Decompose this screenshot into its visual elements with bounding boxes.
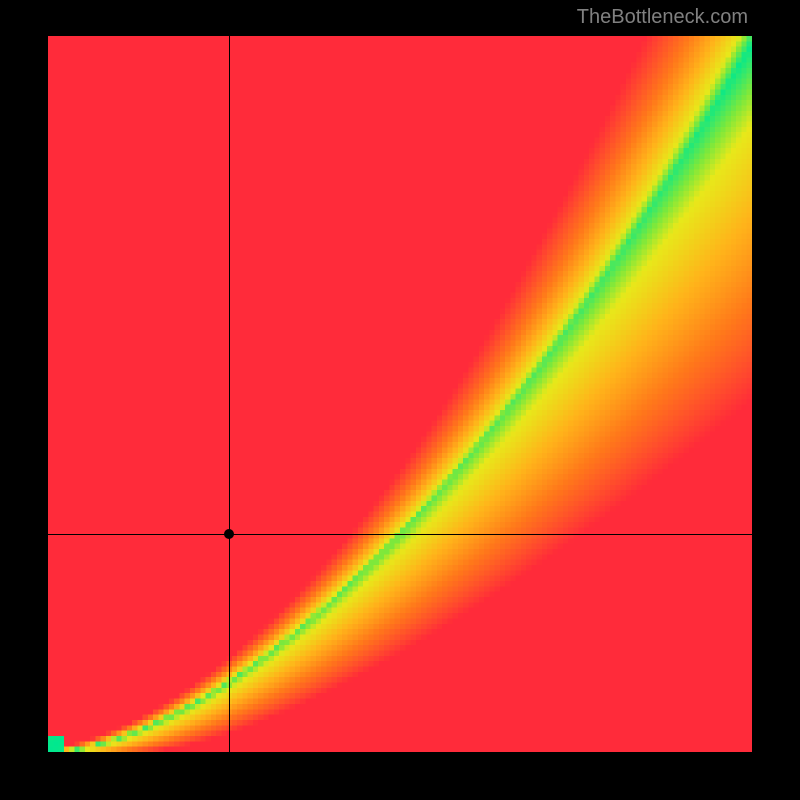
- crosshair-horizontal: [48, 534, 752, 535]
- crosshair-vertical: [229, 36, 230, 752]
- heatmap-plot: [48, 36, 752, 752]
- watermark-text: TheBottleneck.com: [577, 6, 748, 29]
- data-point-marker: [224, 529, 234, 539]
- heatmap-canvas: [48, 36, 752, 752]
